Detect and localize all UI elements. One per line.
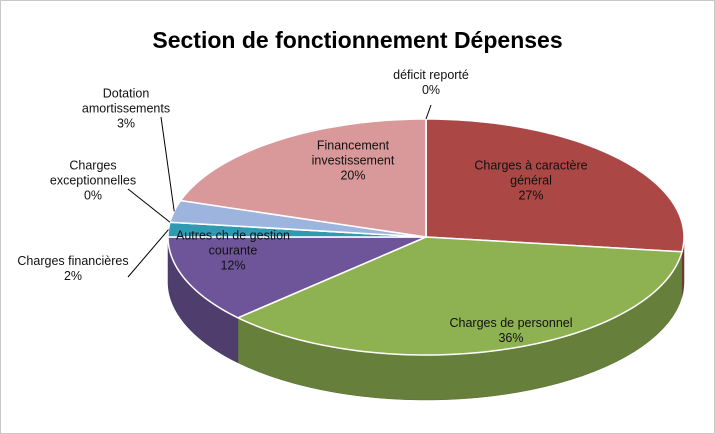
value-label: 27%	[518, 188, 544, 203]
category-label: Autres ch de gestion courante	[176, 228, 290, 258]
slice	[425, 118, 685, 253]
leader-line	[160, 116, 175, 212]
category-label: Charges à caractère général	[474, 158, 588, 188]
category-label: Financement investissement	[311, 138, 395, 168]
value-label: 3%	[116, 116, 136, 131]
value-label: 20%	[340, 168, 366, 183]
slice	[167, 236, 427, 319]
slice-label: déficit reporté 0%	[371, 68, 491, 98]
slice-label: Charges financières 2%	[1, 254, 148, 284]
slice-label: Charges à caractère général 27%	[456, 159, 606, 204]
slice-label: Charges exceptionnelles 0%	[38, 159, 148, 204]
chart-title: Section de fonctionnement Dépenses	[152, 27, 563, 53]
value-label: 12%	[220, 258, 246, 273]
category-label: Dotation amortissements	[81, 86, 171, 116]
slice	[179, 118, 427, 238]
category-label: déficit reporté	[393, 68, 469, 82]
category-label: Charges exceptionnelles	[49, 158, 137, 188]
value-label: 36%	[498, 331, 524, 345]
leader-line	[127, 188, 171, 223]
leader-line	[425, 104, 432, 120]
value-label: 2%	[63, 269, 83, 283]
category-label: Charges financières	[17, 254, 129, 268]
leader-line	[127, 229, 169, 278]
value-label: 0%	[83, 188, 103, 203]
slice-label: Financement investissement 20%	[293, 139, 413, 184]
category-label: Charges de personnel	[449, 316, 573, 330]
slice-label: Charges de personnel 36%	[421, 316, 601, 346]
slice-label: Autres ch de gestion courante 12%	[168, 229, 298, 274]
value-label: 0%	[421, 83, 441, 97]
slice-label: Dotation amortissements 3%	[71, 87, 181, 132]
slice	[236, 236, 683, 356]
